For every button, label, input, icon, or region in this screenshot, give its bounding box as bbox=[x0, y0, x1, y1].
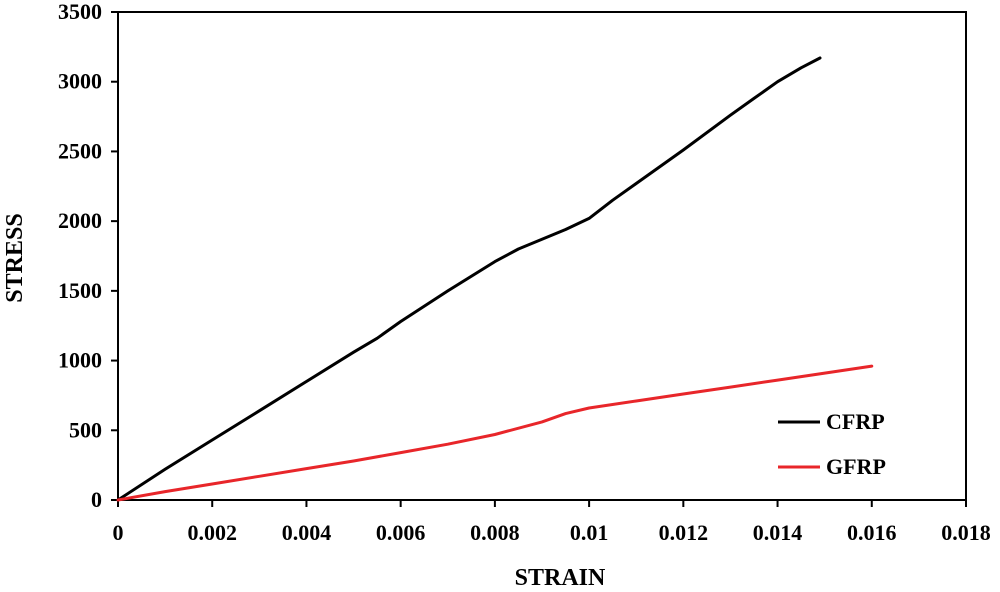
x-axis-title: STRAIN bbox=[515, 565, 606, 587]
x-tick-label: 0.012 bbox=[659, 520, 709, 545]
y-tick-label: 2000 bbox=[58, 208, 102, 233]
x-tick-label: 0.008 bbox=[470, 520, 520, 545]
y-tick-label: 3500 bbox=[58, 0, 102, 24]
x-tick-label: 0.004 bbox=[282, 520, 332, 545]
x-tick-label: 0.016 bbox=[847, 520, 897, 545]
x-tick-label: 0.014 bbox=[753, 520, 803, 545]
y-tick-label: 1500 bbox=[58, 278, 102, 303]
y-tick-label: 0 bbox=[91, 487, 102, 512]
x-tick-label: 0 bbox=[113, 520, 124, 545]
y-tick-label: 3000 bbox=[58, 69, 102, 94]
x-tick-label: 0.01 bbox=[570, 520, 609, 545]
y-axis-title: STRESS bbox=[2, 213, 28, 302]
legend-label-cfrp: CFRP bbox=[826, 409, 885, 434]
plot-area-frame bbox=[117, 11, 967, 501]
y-tick-label: 1000 bbox=[58, 348, 102, 373]
x-tick-label: 0.006 bbox=[376, 520, 426, 545]
series-line-gfrp bbox=[116, 364, 874, 502]
legend-label-gfrp: GFRP bbox=[826, 454, 886, 479]
y-tick-label: 500 bbox=[69, 417, 102, 442]
x-tick-label: 0.018 bbox=[941, 520, 991, 545]
x-tick-label: 0.002 bbox=[187, 520, 237, 545]
y-tick-label: 2500 bbox=[58, 138, 102, 163]
series-line-cfrp bbox=[116, 56, 822, 502]
